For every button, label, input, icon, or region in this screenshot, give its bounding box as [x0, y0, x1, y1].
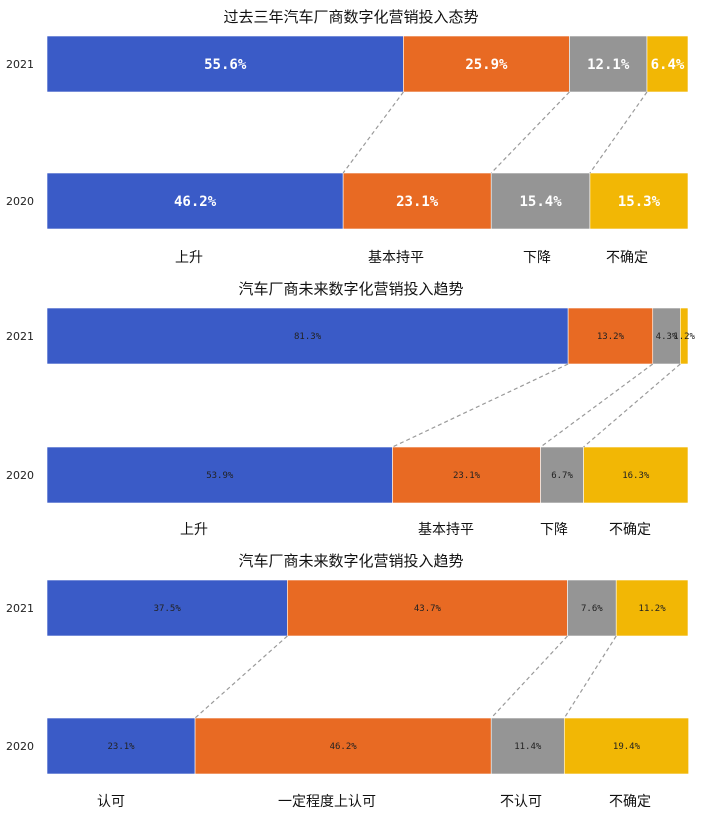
bar-segment — [540, 446, 584, 504]
data-label: 81.3% — [294, 332, 322, 342]
data-label: 46.2% — [174, 194, 217, 210]
data-label: 23.1% — [107, 742, 135, 752]
legend-label: 不确定 — [609, 522, 651, 538]
bar-segment — [646, 35, 689, 93]
legend-label: 下降 — [540, 522, 568, 538]
chart-title: 汽车厂商未来数字化营销投入趋势 — [238, 280, 463, 298]
bar-segment — [403, 35, 570, 93]
bar-segment — [615, 579, 689, 637]
connector-line — [392, 363, 569, 448]
data-label: 4.3% — [656, 332, 678, 342]
bar-segment — [194, 717, 492, 775]
data-label: 6.4% — [651, 57, 685, 73]
data-label: 23.1% — [453, 471, 481, 481]
year-label: 2021 — [6, 602, 34, 615]
bar-segment — [589, 172, 689, 230]
connector-line — [490, 635, 568, 719]
legend-label: 不确定 — [606, 250, 648, 266]
bar-segment — [583, 446, 689, 504]
bar-segment — [342, 172, 492, 230]
chart-panel-2: 汽车厂商未来数字化营销投入趋势 2021 81.3% 13.2% 4.3%1.2% 202… — [6, 280, 696, 538]
legend-label: 不认可 — [500, 794, 542, 810]
connector-line — [583, 363, 681, 448]
bar-segment — [46, 35, 404, 93]
bar-segment — [392, 446, 541, 504]
data-label: 23.1% — [396, 194, 439, 210]
bar-segment — [490, 717, 565, 775]
legend-label: 上升 — [175, 250, 203, 266]
data-label: 12.1% — [587, 57, 630, 73]
data-label: 43.7% — [414, 604, 442, 614]
data-label: 37.5% — [154, 604, 182, 614]
legend-label: 认可 — [97, 794, 125, 810]
bar-segment — [680, 307, 689, 365]
data-label: 13.2% — [597, 332, 625, 342]
connector-line — [540, 363, 654, 448]
data-label: 46.2% — [330, 742, 358, 752]
bar-segment — [287, 579, 568, 637]
data-label: 25.9% — [465, 57, 508, 73]
bar-segment — [46, 579, 288, 637]
data-label: 53.9% — [206, 471, 234, 481]
connector-line — [194, 635, 288, 719]
year-label: 2021 — [6, 330, 34, 343]
bar-segment — [567, 579, 617, 637]
chart-panel-1: 过去三年汽车厂商数字化营销投入态势 2021 55.6% 25.9% 12.1% 6.4%… — [6, 8, 689, 266]
data-label: 11.2% — [639, 604, 667, 614]
bar-segment — [46, 172, 344, 230]
data-label: 11.4% — [514, 742, 542, 752]
data-label: 1.2% — [673, 332, 695, 342]
bar-segment — [567, 307, 654, 365]
legend-label: 不确定 — [609, 794, 651, 810]
year-label: 2020 — [6, 469, 34, 482]
data-label: 55.6% — [204, 57, 247, 73]
connector-line — [342, 91, 404, 174]
year-label: 2020 — [6, 740, 34, 753]
connector-line — [490, 91, 570, 174]
data-label: 19.4% — [613, 742, 641, 752]
chart-panel-3: 汽车厂商未来数字化营销投入趋势 2021 37.5% 43.7% 7.6% 11.2% 20… — [6, 552, 689, 810]
data-label: 15.4% — [519, 194, 562, 210]
data-label: 16.3% — [622, 471, 650, 481]
chart-title: 汽车厂商未来数字化营销投入趋势 — [238, 552, 463, 570]
connector-line — [589, 91, 648, 174]
bar-segment — [563, 717, 689, 775]
legend-label: 基本持平 — [368, 249, 424, 266]
year-label: 2020 — [6, 195, 34, 208]
connector-line — [563, 635, 617, 719]
chart-title: 过去三年汽车厂商数字化营销投入态势 — [223, 8, 478, 26]
legend-label: 上升 — [180, 522, 208, 538]
data-label: 15.3% — [618, 194, 661, 210]
bar-segment — [569, 35, 648, 93]
bar-segment — [46, 307, 569, 365]
legend-label: 基本持平 — [418, 521, 474, 538]
data-label: 6.7% — [551, 471, 573, 481]
legend-label: 一定程度上认可 — [278, 794, 376, 810]
bar-segment — [46, 446, 393, 504]
year-label: 2021 — [6, 58, 34, 71]
data-label: 7.6% — [581, 604, 603, 614]
legend-label: 下降 — [523, 250, 551, 266]
bar-segment — [490, 172, 591, 230]
bar-segment — [46, 717, 196, 775]
